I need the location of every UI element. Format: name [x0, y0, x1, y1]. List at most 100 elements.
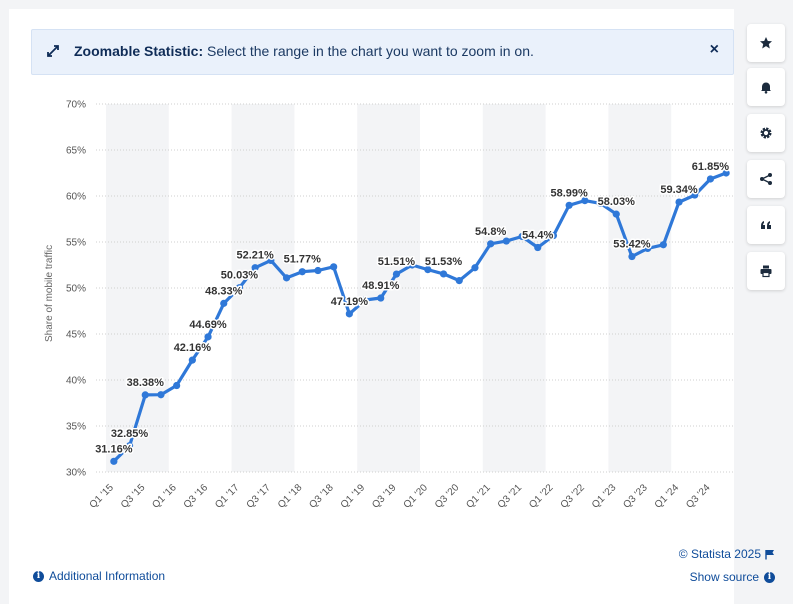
data-point[interactable]: [282, 274, 291, 282]
data-point[interactable]: [251, 264, 259, 272]
data-label: 32.85%: [111, 428, 149, 440]
zoom-banner: Zoomable Statistic: Select the range in …: [31, 29, 734, 75]
data-point[interactable]: [691, 191, 699, 199]
x-tick-label: Q3 '19: [370, 482, 399, 511]
data-label: 50.03%: [221, 270, 259, 282]
data-point[interactable]: [392, 270, 401, 278]
expand-icon: [47, 45, 59, 57]
y-tick-label: 65%: [66, 146, 86, 157]
x-tick-label: Q3 '18: [307, 482, 336, 511]
data-point[interactable]: [565, 201, 573, 209]
banner-message: Select the range in the chart you want t…: [207, 43, 534, 59]
data-point[interactable]: [549, 231, 558, 240]
data-label: 54.4%: [522, 230, 553, 242]
y-tick-label: 70%: [66, 100, 86, 111]
data-point[interactable]: [157, 391, 165, 399]
data-point[interactable]: [188, 356, 196, 364]
data-point[interactable]: [314, 266, 322, 275]
x-tick-label: Q1 '15: [88, 482, 117, 511]
notification-button[interactable]: [747, 68, 785, 106]
show-source-link[interactable]: Show source i: [690, 570, 775, 584]
series-line: [112, 171, 728, 463]
print-button[interactable]: [747, 252, 785, 290]
show-source-label: Show source: [689, 570, 759, 584]
x-tick-label: Q1 '24: [653, 482, 682, 511]
x-tick-label: Q1 '16: [150, 482, 179, 511]
data-point[interactable]: [110, 457, 118, 465]
data-label: 51.53%: [425, 256, 463, 268]
data-point[interactable]: [706, 175, 715, 183]
x-tick-label: Q3 '24: [684, 482, 713, 511]
additional-information-label: Additional Information: [49, 569, 166, 583]
x-tick-label: Q1 '21: [464, 482, 493, 511]
data-point[interactable]: [722, 169, 730, 177]
data-point[interactable]: [675, 198, 683, 206]
additional-information-link[interactable]: i Additional Information: [33, 569, 165, 583]
data-point[interactable]: [173, 381, 181, 390]
close-icon[interactable]: ×: [709, 41, 719, 58]
line-chart[interactable]: 30%35%40%45%50%55%60%65%70%Q1 '15 Q3 '15 Q…: [0, 0, 740, 545]
share-button[interactable]: [747, 160, 785, 198]
copyright: © Statista 2025: [679, 547, 775, 561]
bell-icon: [761, 82, 771, 94]
data-point[interactable]: [125, 442, 134, 450]
data-label: 61.85%: [692, 161, 730, 173]
quote-icon: [761, 221, 771, 229]
x-tick-label: Q1 '20: [402, 482, 431, 511]
data-point[interactable]: [596, 199, 605, 207]
data-label: 44.69%: [189, 319, 227, 331]
x-tick-label: Q1 '17: [213, 482, 242, 511]
data-point[interactable]: [644, 244, 652, 253]
x-tick-label: Q3 '20: [433, 482, 462, 511]
data-point[interactable]: [487, 240, 495, 248]
share-icon: [760, 173, 772, 185]
data-point[interactable]: [204, 333, 212, 341]
data-point[interactable]: [534, 243, 542, 252]
data-point[interactable]: [235, 284, 244, 292]
data-point[interactable]: [471, 264, 479, 272]
x-tick-label: Q1 '23: [590, 482, 619, 511]
banner-text: Zoomable Statistic: Select the range in …: [74, 43, 534, 59]
data-label: 54.8%: [475, 226, 506, 238]
data-label: 47.19%: [331, 296, 369, 308]
data-point[interactable]: [502, 237, 510, 245]
x-tick-label: Q1 '18: [276, 482, 305, 511]
data-point[interactable]: [377, 294, 385, 302]
y-tick-label: 30%: [66, 468, 86, 479]
x-tick-label: Q3 '22: [559, 482, 588, 511]
data-point[interactable]: [581, 197, 589, 205]
x-tick-label: Q3 '21: [496, 482, 525, 511]
data-point[interactable]: [518, 232, 526, 241]
x-tick-label: Q1 '19: [339, 482, 368, 511]
banner-title: Zoomable Statistic:: [74, 43, 204, 59]
favorite-button[interactable]: [747, 24, 785, 62]
copyright-text: © Statista 2025: [678, 547, 761, 561]
data-label: 31.16%: [95, 443, 133, 455]
data-point[interactable]: [298, 268, 306, 276]
data-point[interactable]: [455, 277, 463, 285]
data-point[interactable]: [424, 266, 432, 274]
data-point[interactable]: [267, 256, 275, 264]
data-label: 52.21%: [236, 250, 274, 262]
data-point[interactable]: [408, 261, 416, 269]
data-point[interactable]: [628, 252, 636, 261]
data-point[interactable]: [220, 299, 228, 307]
data-label: 48.91%: [362, 280, 400, 292]
data-label: 53.42%: [613, 239, 651, 251]
x-tick-label: Q1 '22: [527, 482, 556, 511]
data-label: 42.16%: [174, 342, 212, 354]
data-point[interactable]: [141, 391, 149, 399]
data-label: 59.34%: [660, 184, 698, 196]
cite-button[interactable]: [747, 206, 785, 244]
data-label: 38.38%: [127, 377, 165, 389]
y-axis-label: Share of mobile traffic: [44, 244, 55, 342]
data-point[interactable]: [659, 241, 667, 249]
data-point[interactable]: [330, 263, 338, 271]
data-point[interactable]: [612, 210, 620, 218]
data-point[interactable]: [439, 270, 448, 278]
year-band: [482, 104, 546, 472]
data-point[interactable]: [345, 310, 353, 318]
year-band: [106, 104, 169, 472]
data-point[interactable]: [361, 296, 369, 304]
settings-button[interactable]: [747, 114, 785, 152]
